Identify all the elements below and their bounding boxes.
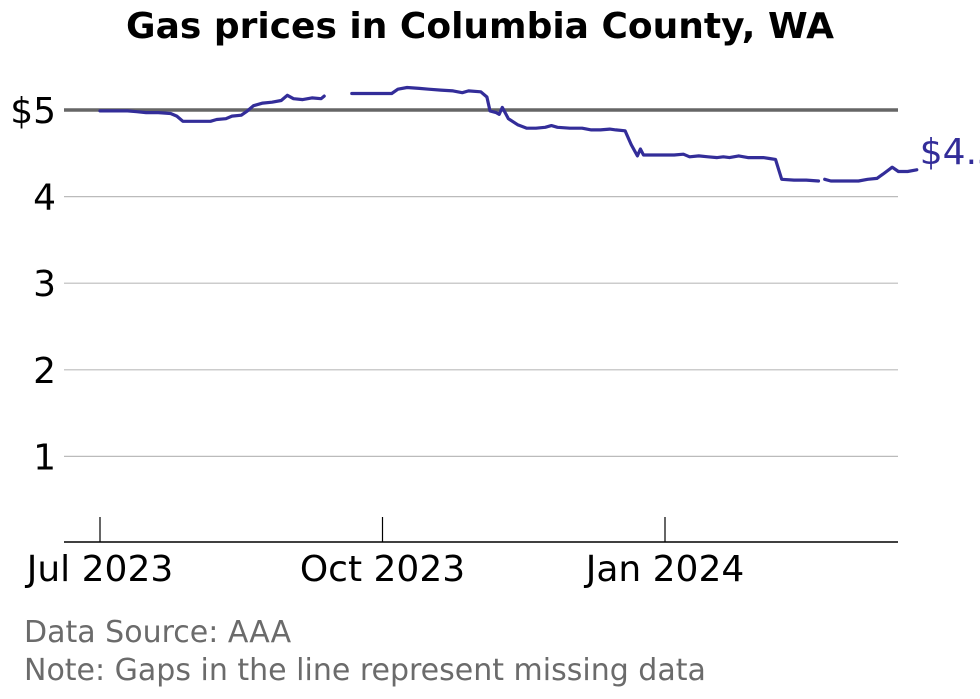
gridlines: [64, 108, 898, 457]
y-tick-label: 4: [33, 178, 56, 219]
y-tick-label: 3: [33, 264, 56, 305]
series-line-segment: [98, 93, 326, 123]
y-tick-labels: 1 2 3 4 $5: [10, 91, 56, 478]
x-tick-label: Jul 2023: [25, 549, 174, 590]
series-line-segment: [823, 165, 919, 183]
x-tick-label: Oct 2023: [300, 549, 465, 590]
missing-data-note: Note: Gaps in the line represent missing…: [24, 653, 706, 688]
price-series: [98, 85, 919, 183]
y-tick-label: 1: [33, 437, 56, 478]
y-tick-label: 2: [33, 351, 56, 392]
gas-price-chart: Gas prices in Columbia County, WA 1 2 3 4 $5…: [10, 6, 980, 590]
x-axis: Jul 2023 Oct 2023 Jan 2024: [25, 517, 898, 590]
x-tick-label: Jan 2024: [584, 549, 745, 590]
chart-title: Gas prices in Columbia County, WA: [126, 6, 834, 47]
y-tick-label: $5: [10, 91, 56, 132]
latest-price-label: $4.31: [920, 132, 980, 173]
series-line-segment: [350, 85, 821, 183]
data-source-note: Data Source: AAA: [24, 615, 292, 650]
